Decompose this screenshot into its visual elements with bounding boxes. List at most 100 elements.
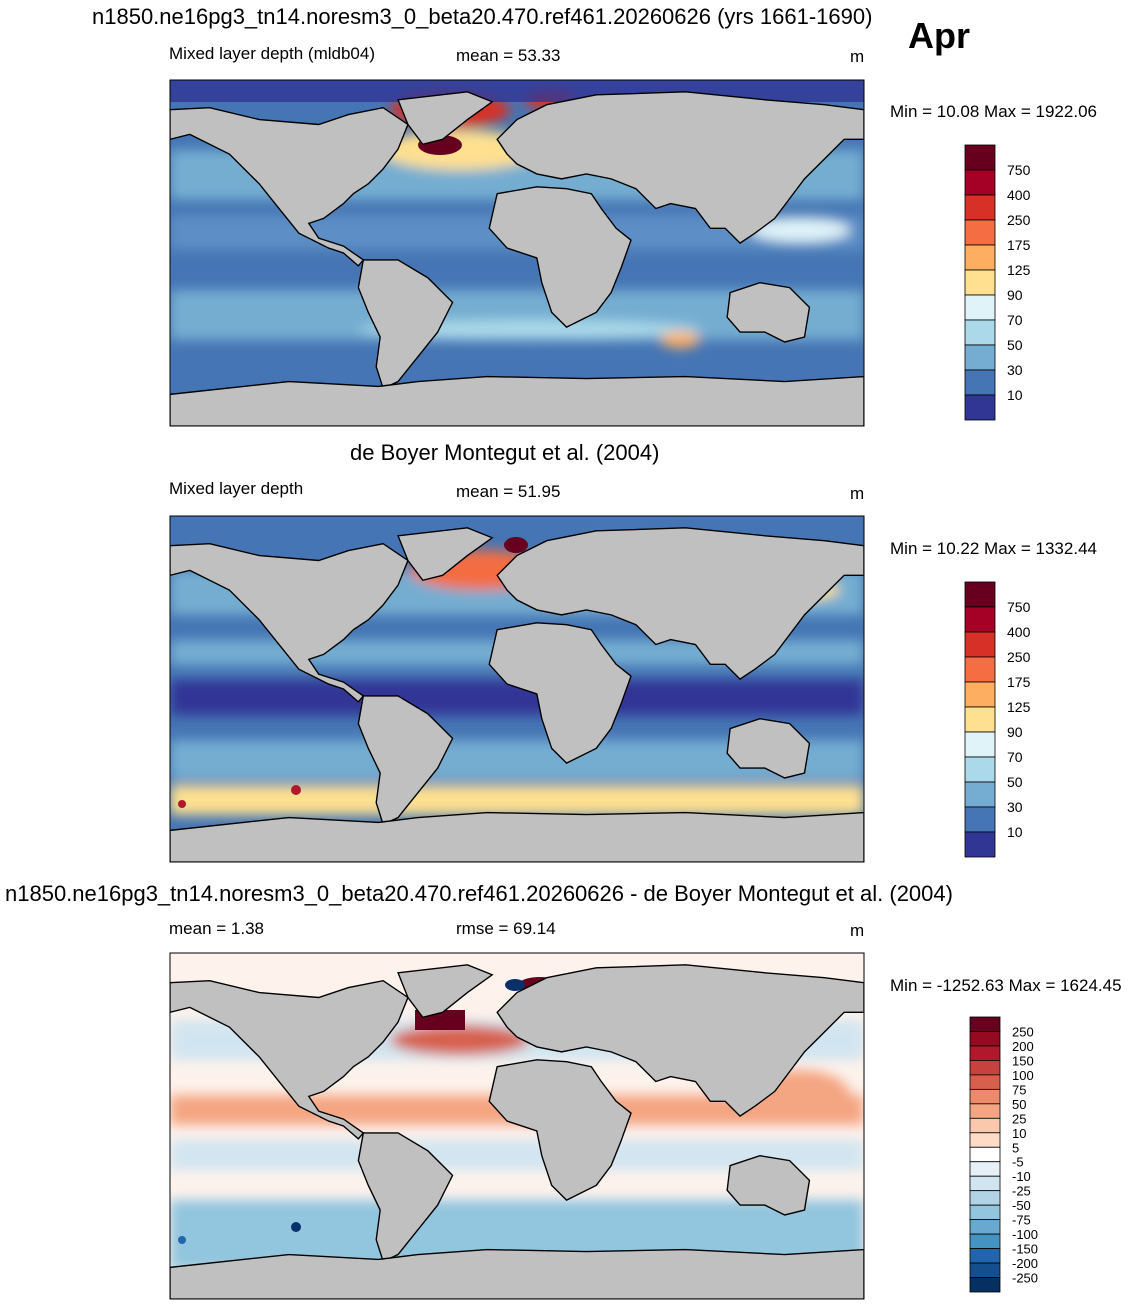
colorbar1-swatch	[964, 169, 996, 196]
panel3-mean-label: mean = 1.38	[169, 919, 264, 938]
colorbar1-tick-label: 400	[1007, 187, 1031, 203]
colorbar2-tick-label: 30	[1007, 799, 1023, 815]
panel2-variable-label: Mixed layer depth	[169, 479, 304, 498]
colorbar1-tick-label: 175	[1007, 237, 1031, 253]
colorbar3-swatch	[969, 1045, 1001, 1061]
panel2-minmax: Min = 10.22 Max = 1332.44	[890, 539, 1097, 558]
colorbar3-tick-label: -10	[1012, 1169, 1031, 1184]
colorbar2-tick-label: 70	[1007, 749, 1023, 765]
colorbar1-swatch	[964, 219, 996, 246]
colorbar2-swatch	[964, 606, 996, 633]
month-label: Apr	[908, 15, 970, 56]
colorbar2-swatch	[964, 631, 996, 658]
colorbar3-swatch	[969, 1088, 1001, 1105]
colorbar3-tick-label: 200	[1012, 1039, 1034, 1054]
colorbar3-swatch	[969, 1031, 1001, 1047]
colorbar1-swatch	[964, 144, 996, 171]
colorbar1-swatch	[964, 344, 996, 371]
colorbar3-swatch	[969, 1103, 1001, 1119]
colorbar1-tick-label: 50	[1007, 337, 1023, 353]
colorbar1-tick-label: 125	[1007, 262, 1031, 278]
colorbar2-tick-label: 125	[1007, 699, 1031, 715]
colorbar2-tick-label: 250	[1007, 649, 1031, 665]
panel3-map	[169, 952, 865, 1300]
colorbar3-swatch	[969, 1262, 1001, 1278]
colorbar3-swatch	[969, 1219, 1001, 1235]
colorbar3-swatch	[969, 1117, 1001, 1134]
panel2-units: m	[850, 484, 865, 503]
colorbar3-tick-label: 50	[1012, 1097, 1026, 1112]
panel1-mean-label: mean = 53.33	[456, 46, 561, 65]
colorbar3-swatch	[969, 1233, 1001, 1249]
colorbar2-swatch	[964, 581, 996, 608]
colorbar1-swatch	[964, 244, 996, 271]
colorbar1-swatch	[964, 369, 996, 396]
colorbar1-tick-label: 750	[1007, 162, 1031, 178]
top-title: n1850.ne16pg3_tn14.noresm3_0_beta20.470.…	[92, 4, 873, 29]
panel1-variable-label: Mixed layer depth (mldb04)	[169, 44, 375, 63]
colorbar3-swatch	[969, 1175, 1001, 1192]
colorbar2-swatch	[964, 731, 996, 758]
colorbar2-tick-label: 175	[1007, 674, 1031, 690]
colorbar1-tick-label: 70	[1007, 312, 1023, 328]
colorbars: 750 400 250 175 125 90 70 50 30 10 750 400 250 175 125…	[964, 144, 1038, 1293]
colorbar2-swatch	[964, 831, 996, 858]
colorbar2-swatch	[964, 756, 996, 783]
colorbar2-tick-label: 400	[1007, 624, 1031, 640]
colorbar3-tick-label: 10	[1012, 1126, 1026, 1141]
colorbar3-tick-label: -250	[1012, 1271, 1038, 1286]
colorbar3-swatch	[969, 1146, 1001, 1163]
panel1-map	[169, 79, 865, 427]
panel3-rmse-label: rmse = 69.14	[456, 919, 556, 938]
colorbar3-swatch	[969, 1190, 1001, 1206]
colorbar3-tick-label: -25	[1012, 1184, 1031, 1199]
colorbar3-tick-label: 250	[1012, 1024, 1034, 1039]
colorbar1-swatch	[964, 319, 996, 346]
colorbar3-tick-label: 5	[1012, 1140, 1019, 1155]
colorbar3-swatch	[969, 1060, 1001, 1076]
colorbar1-swatch	[964, 294, 996, 321]
colorbar3-tick-label: -150	[1012, 1242, 1038, 1257]
panel3-minmax: Min = -1252.63 Max = 1624.45	[890, 976, 1122, 995]
colorbar2-swatch	[964, 706, 996, 733]
colorbar2-tick-label: 10	[1007, 824, 1023, 840]
colorbar1-tick-label: 10	[1007, 387, 1023, 403]
panel3-units: m	[850, 921, 865, 940]
colorbar3-tick-label: 150	[1012, 1053, 1034, 1068]
colorbar1-tick-label: 250	[1007, 212, 1031, 228]
colorbar3-swatch	[969, 1248, 1001, 1264]
colorbar2-swatch	[964, 806, 996, 833]
colorbar3-tick-label: 75	[1012, 1082, 1026, 1097]
colorbar1-tick-label: 90	[1007, 287, 1023, 303]
colorbar2-tick-label: 750	[1007, 599, 1031, 615]
colorbar3-swatch	[969, 1016, 1001, 1032]
colorbar3-swatch	[969, 1277, 1001, 1293]
middle-title: de Boyer Montegut et al. (2004)	[350, 440, 660, 465]
colorbar3-tick-label: 100	[1012, 1068, 1034, 1083]
colorbar2-tick-label: 90	[1007, 724, 1023, 740]
colorbar1-swatch	[964, 194, 996, 221]
panel1-units: m	[850, 47, 865, 66]
colorbar3-tick-label: 25	[1012, 1111, 1026, 1126]
colorbar2-swatch	[964, 781, 996, 808]
colorbar2-tick-label: 50	[1007, 774, 1023, 790]
colorbar3-swatch	[969, 1132, 1001, 1148]
colorbar2-swatch	[964, 656, 996, 683]
colorbar3-swatch	[969, 1204, 1001, 1221]
colorbar3-tick-label: -100	[1012, 1227, 1038, 1242]
panel1-minmax: Min = 10.08 Max = 1922.06	[890, 102, 1097, 121]
colorbar1-tick-label: 30	[1007, 362, 1023, 378]
colorbar3-tick-label: -75	[1012, 1213, 1031, 1228]
colorbar2-swatch	[964, 681, 996, 708]
colorbar1-swatch	[964, 394, 996, 421]
colorbar3-swatch	[969, 1161, 1001, 1177]
colorbar1-swatch	[964, 269, 996, 296]
panel2-map	[169, 515, 865, 863]
colorbar3-swatch	[969, 1074, 1001, 1090]
colorbar3-tick-label: -5	[1012, 1155, 1024, 1170]
bottom-title: n1850.ne16pg3_tn14.noresm3_0_beta20.470.…	[5, 881, 953, 906]
panel2-mean-label: mean = 51.95	[456, 482, 561, 501]
colorbar3-tick-label: -50	[1012, 1198, 1031, 1213]
colorbar3-tick-label: -200	[1012, 1256, 1038, 1271]
